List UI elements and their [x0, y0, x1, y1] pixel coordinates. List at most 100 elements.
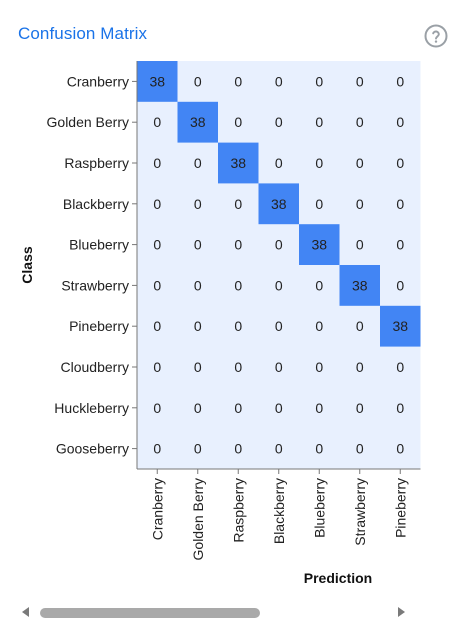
y-tick-label: Raspberry — [64, 155, 129, 171]
cell-value: 0 — [194, 359, 202, 375]
matrix-cell — [380, 305, 421, 347]
cell-value: 0 — [396, 73, 404, 89]
cell-value: 0 — [315, 359, 323, 375]
cell-value: 38 — [149, 73, 165, 89]
scroll-left-arrow-icon[interactable] — [22, 607, 29, 617]
cell-value: 0 — [275, 155, 283, 171]
cell-value: 0 — [356, 237, 364, 253]
x-tick-label: Blackberry — [271, 478, 287, 544]
cell-value: 0 — [234, 318, 242, 334]
cell-value: 0 — [153, 277, 161, 293]
cell-value: 0 — [356, 400, 364, 416]
y-tick-label: Pineberry — [69, 318, 129, 334]
cell-value: 0 — [194, 237, 202, 253]
x-tick-label: Blueberry — [311, 478, 327, 538]
cell-value: 0 — [396, 359, 404, 375]
horizontal-scrollbar[interactable] — [0, 600, 467, 618]
x-tick-label: Pineberry — [392, 478, 408, 538]
cell-value: 0 — [234, 196, 242, 212]
y-tick-label: Gooseberry — [56, 441, 129, 457]
cell-value: 0 — [194, 73, 202, 89]
cell-value: 0 — [275, 318, 283, 334]
y-tick-label: Blueberry — [69, 237, 129, 253]
cell-value: 0 — [356, 318, 364, 334]
cell-value: 0 — [194, 400, 202, 416]
cell-value: 0 — [153, 155, 161, 171]
cell-value: 38 — [392, 318, 408, 334]
cell-value: 0 — [356, 441, 364, 457]
cell-value: 0 — [234, 359, 242, 375]
cell-value: 0 — [315, 318, 323, 334]
cell-value: 0 — [356, 359, 364, 375]
cell-value: 0 — [275, 73, 283, 89]
y-tick-label: Strawberry — [61, 277, 129, 293]
cell-value: 0 — [356, 114, 364, 130]
cell-value: 0 — [234, 237, 242, 253]
y-tick-label: Cloudberry — [61, 359, 129, 375]
scroll-right-arrow-icon[interactable] — [398, 607, 405, 617]
cell-value: 0 — [153, 114, 161, 130]
y-tick-label: Huckleberry — [54, 400, 129, 416]
x-tick-label: Cranberry — [149, 478, 165, 540]
cell-value: 0 — [396, 155, 404, 171]
cell-value: 0 — [275, 114, 283, 130]
cell-value: 0 — [275, 237, 283, 253]
matrix-cell — [177, 101, 218, 143]
cell-value: 0 — [315, 277, 323, 293]
cell-value: 0 — [396, 114, 404, 130]
cell-value: 0 — [356, 155, 364, 171]
cell-value: 38 — [311, 237, 327, 253]
cell-value: 0 — [356, 73, 364, 89]
y-tick-label: Golden Berry — [47, 114, 129, 130]
cell-value: 38 — [230, 155, 246, 171]
cell-value: 0 — [275, 359, 283, 375]
cell-value: 0 — [153, 359, 161, 375]
cell-value: 0 — [234, 277, 242, 293]
panel-title: Confusion Matrix — [18, 24, 148, 43]
matrix-cell — [339, 265, 380, 306]
cell-value: 0 — [396, 237, 404, 253]
cell-value: 0 — [194, 196, 202, 212]
cell-value: 0 — [234, 114, 242, 130]
matrix-cell — [299, 224, 340, 265]
x-tick-label: Golden Berry — [190, 478, 206, 560]
cell-value: 0 — [234, 73, 242, 89]
cell-value: 0 — [396, 400, 404, 416]
cell-value: 0 — [315, 196, 323, 212]
cell-value: 0 — [194, 277, 202, 293]
matrix-cell — [258, 183, 299, 225]
cell-value: 0 — [194, 155, 202, 171]
confusion-matrix-chart: 38 0 0 0 0 0 0 0 38 0 0 0 0 0 0 0 38 0 0 0 0 0 0 0 38 0 0 0 0 0 0 0 38 0 0… — [19, 61, 421, 586]
cell-value: 38 — [190, 114, 206, 130]
cell-value: 0 — [275, 277, 283, 293]
cell-value: 0 — [275, 400, 283, 416]
cell-value: 38 — [271, 196, 287, 212]
cell-value: 0 — [396, 441, 404, 457]
matrix-cell — [137, 61, 178, 102]
cell-value: 0 — [396, 277, 404, 293]
y-axis-title: Class — [19, 246, 35, 284]
cell-value: 0 — [153, 318, 161, 334]
cell-value: 0 — [396, 196, 404, 212]
cell-value: 0 — [315, 441, 323, 457]
x-tick-label: Strawberry — [352, 478, 368, 546]
cell-value: 0 — [315, 73, 323, 89]
cell-value: 0 — [153, 237, 161, 253]
cell-value: 0 — [315, 400, 323, 416]
cell-value: 0 — [153, 400, 161, 416]
cell-value: 38 — [352, 277, 368, 293]
scrollbar-thumb[interactable] — [40, 608, 260, 618]
cell-value: 0 — [315, 155, 323, 171]
cell-value: 0 — [153, 196, 161, 212]
cell-value: 0 — [153, 441, 161, 457]
cell-value: 0 — [194, 441, 202, 457]
y-tick-label: Blackberry — [63, 196, 129, 212]
cell-value: 0 — [234, 400, 242, 416]
help-circle-icon[interactable] — [424, 24, 448, 48]
x-axis-title: Prediction — [304, 570, 372, 586]
cell-value: 0 — [194, 318, 202, 334]
cell-value: 0 — [234, 441, 242, 457]
y-tick-label: Cranberry — [67, 73, 129, 89]
cell-value: 0 — [356, 196, 364, 212]
x-tick-label: Raspberry — [230, 478, 246, 543]
